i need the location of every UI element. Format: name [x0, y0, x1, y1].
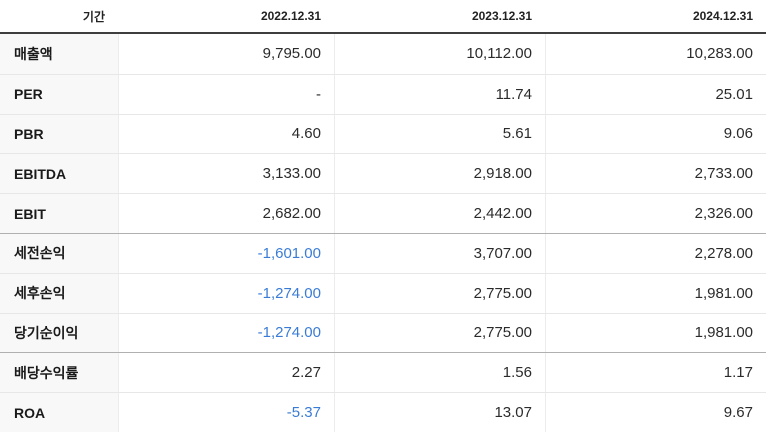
- table-header-row: 기간 2022.12.31 2023.12.31 2024.12.31: [0, 0, 766, 34]
- cell-value: 4.60: [118, 114, 334, 154]
- cell-value: 9.67: [545, 393, 766, 432]
- header-col-2022-12-31: 2022.12.31: [260, 9, 321, 23]
- cell-value: 2,775.00: [334, 273, 545, 313]
- header-col-2023-12-31: 2023.12.31: [471, 9, 532, 23]
- cell-value: 3,133.00: [118, 154, 334, 194]
- header-period-label: 기간: [82, 9, 105, 24]
- cell-value: 2.27: [118, 353, 334, 393]
- cell-value: 2,918.00: [334, 154, 545, 194]
- cell-value: 3,707.00: [334, 233, 545, 273]
- cell-value: -1,601.00: [118, 233, 334, 273]
- cell-value: 1.56: [334, 353, 545, 393]
- cell-value: 2,733.00: [545, 154, 766, 194]
- cell-value: -: [118, 74, 334, 114]
- table-row: EBIT 2,682.00 2,442.00 2,326.00: [0, 193, 766, 233]
- cell-value: 2,442.00: [334, 194, 545, 233]
- cell-value: 13.07: [334, 393, 545, 432]
- row-label: ROA: [0, 393, 118, 432]
- table-row: 매출액 9,795.00 10,112.00 10,283.00: [0, 34, 766, 74]
- table-row: ROA -5.37 13.07 9.67: [0, 392, 766, 432]
- table-row: 세전손익 -1,601.00 3,707.00 2,278.00: [0, 232, 766, 273]
- cell-value: 2,682.00: [118, 194, 334, 233]
- table-row: PER -11.74 25.01: [0, 73, 766, 114]
- cell-value: 1.17: [545, 353, 766, 393]
- row-label: EBITDA: [0, 154, 118, 194]
- row-label: 세후손익: [0, 273, 118, 313]
- cell-value: 5.61: [334, 114, 545, 154]
- table-row: 세후손익 -1,274.00 2,775.00 1,981.00: [0, 272, 766, 313]
- cell-value: -1,274.00: [118, 313, 334, 353]
- row-label: 매출액: [0, 34, 118, 74]
- cell-value: 1,981.00: [545, 273, 766, 313]
- header-col-2024-12-31: 2024.12.31: [692, 9, 753, 23]
- cell-value: 9.06: [545, 114, 766, 154]
- cell-value: 2,775.00: [334, 313, 545, 353]
- cell-value: 2,278.00: [545, 233, 766, 273]
- row-label: EBIT: [0, 194, 118, 233]
- row-label: PER: [0, 74, 118, 114]
- table-row: 당기순이익 -1,274.00 2,775.00 1,981.00: [0, 312, 766, 353]
- row-label: 배당수익률: [0, 353, 118, 393]
- cell-value: 2,326.00: [545, 194, 766, 233]
- row-label: PBR: [0, 114, 118, 154]
- row-label: 세전손익: [0, 233, 118, 273]
- cell-value: 11.74: [334, 74, 545, 114]
- table-row: 배당수익률 2.27 1.56 1.17: [0, 352, 766, 393]
- cell-value: 25.01: [545, 74, 766, 114]
- cell-value: -1,274.00: [118, 273, 334, 313]
- table-row: PBR 4.60 5.61 9.06: [0, 113, 766, 154]
- row-label: 당기순이익: [0, 313, 118, 353]
- cell-value: 1,981.00: [545, 313, 766, 353]
- cell-value: -5.37: [118, 393, 334, 432]
- table-row: EBITDA 3,133.00 2,918.00 2,733.00: [0, 153, 766, 194]
- cell-value: 9,795.00: [118, 34, 334, 74]
- table-body: 매출액 9,795.00 10,112.00 10,283.00 PER -11.74 25…: [0, 34, 766, 432]
- cell-value: 10,283.00: [545, 34, 766, 74]
- cell-value: 10,112.00: [334, 34, 545, 74]
